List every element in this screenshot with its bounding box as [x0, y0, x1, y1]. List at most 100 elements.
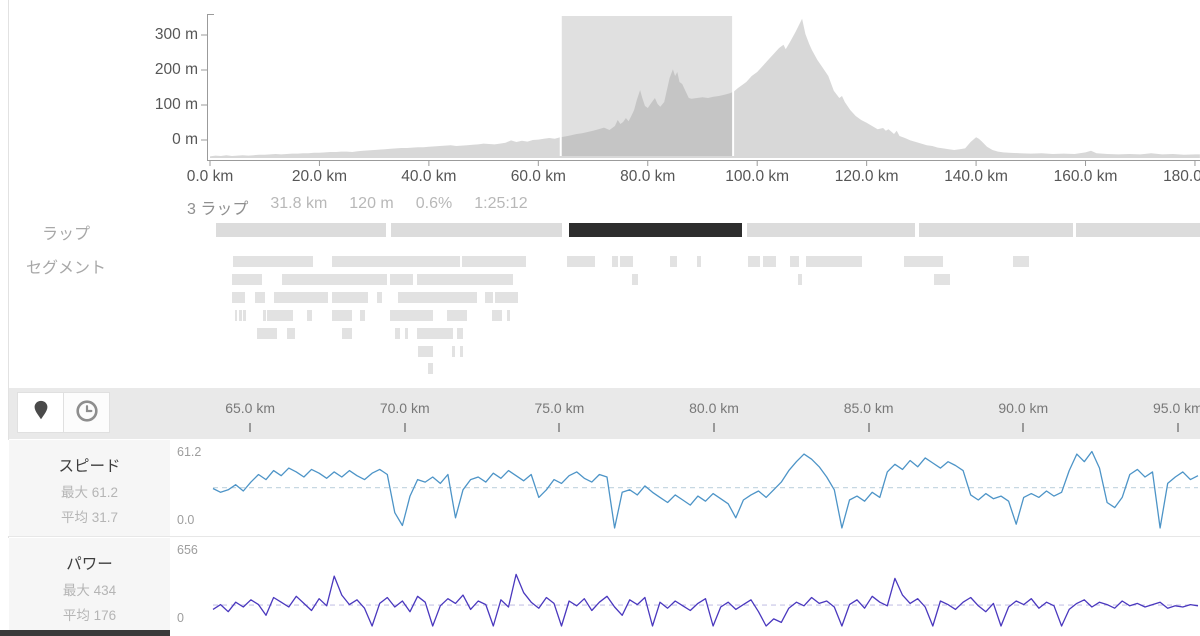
- segment-bar[interactable]: [670, 256, 677, 267]
- segment-bar[interactable]: [418, 346, 433, 357]
- segment-bar[interactable]: [332, 310, 352, 321]
- segment-bar[interactable]: [232, 292, 245, 303]
- segment-bar[interactable]: [390, 310, 433, 321]
- segment-bar[interactable]: [274, 292, 328, 303]
- segment-bar[interactable]: [632, 274, 638, 285]
- segment-bar[interactable]: [307, 310, 312, 321]
- segment-bar[interactable]: [417, 274, 513, 285]
- selection-region[interactable]: [560, 16, 734, 156]
- segment-bar[interactable]: [395, 328, 400, 339]
- segment-bar[interactable]: [447, 310, 467, 321]
- detail-x-tick: [1022, 423, 1025, 432]
- elevation-x-tick-label: 80.0 km: [620, 168, 676, 185]
- segment-bar[interactable]: [798, 274, 802, 285]
- panel-left-border: [8, 0, 9, 636]
- next-metric-row-edge: [0, 630, 170, 636]
- detail-x-tick-label: 75.0 km: [534, 400, 585, 416]
- speed-ymin-label: 0.0: [177, 513, 195, 527]
- detail-x-tick: [249, 423, 252, 432]
- segment-bar[interactable]: [232, 274, 262, 285]
- lap-segment-6[interactable]: [1076, 223, 1200, 237]
- segment-bar[interactable]: [360, 310, 365, 321]
- elevation-x-tick-label: 100.0 km: [725, 168, 790, 185]
- segment-bar[interactable]: [904, 256, 943, 267]
- segment-bar[interactable]: [462, 256, 520, 267]
- lap-grade: 0.6%: [415, 195, 453, 212]
- segment-bar[interactable]: [495, 292, 518, 303]
- segment-bar[interactable]: [520, 256, 526, 267]
- segment-bar[interactable]: [405, 328, 408, 339]
- segment-bar[interactable]: [287, 328, 295, 339]
- segment-bar[interactable]: [332, 292, 368, 303]
- detail-x-tick: [403, 423, 406, 432]
- elevation-x-tick-label: 60.0 km: [510, 168, 566, 185]
- detail-x-tick-label: 85.0 km: [843, 400, 894, 416]
- power-ymax-label: 656: [177, 543, 198, 557]
- segment-bar[interactable]: [342, 328, 352, 339]
- segment-bar[interactable]: [255, 292, 265, 303]
- segment-bar[interactable]: [697, 256, 701, 267]
- lap-segment-3-selected[interactable]: [569, 223, 742, 237]
- segment-bar[interactable]: [748, 256, 760, 267]
- segment-bar[interactable]: [233, 256, 313, 267]
- elevation-x-tick-label: 20.0 km: [291, 168, 347, 185]
- speed-chart[interactable]: [0, 440, 1200, 536]
- elevation-y-tick-label: 300 m: [154, 26, 198, 43]
- power-metric-row: パワー 最大 434 平均 176 656 0: [0, 538, 1200, 634]
- segment-bar[interactable]: [460, 346, 463, 357]
- metric-row-separator: [9, 536, 1200, 537]
- lap-segment-4[interactable]: [747, 223, 915, 237]
- segment-bar[interactable]: [934, 274, 950, 285]
- elevation-x-tick-label: 140.0 km: [944, 168, 1008, 185]
- detail-x-tick-label: 90.0 km: [998, 400, 1049, 416]
- power-title: パワー: [66, 556, 113, 573]
- segment-bar[interactable]: [485, 292, 493, 303]
- speed-line: [212, 450, 1199, 529]
- segment-bar[interactable]: [763, 256, 776, 267]
- segment-bar[interactable]: [398, 292, 477, 303]
- detail-x-tick-label: 70.0 km: [379, 400, 430, 416]
- speed-ymax-label: 61.2: [177, 445, 202, 459]
- detail-x-tick: [1176, 423, 1179, 432]
- time-mode-button[interactable]: [63, 392, 110, 433]
- speed-label-cell[interactable]: スピード 最大 61.2 平均 31.7: [9, 440, 170, 536]
- elevation-chart[interactable]: [0, 0, 1200, 175]
- power-chart[interactable]: [0, 538, 1200, 634]
- segment-bar[interactable]: [428, 363, 433, 374]
- elevation-y-tick-label: 200 m: [154, 61, 198, 78]
- detail-x-tick-label: 65.0 km: [225, 400, 276, 416]
- detail-x-tick: [867, 423, 870, 432]
- segment-bar[interactable]: [620, 256, 633, 267]
- segment-bar[interactable]: [332, 256, 460, 267]
- segment-bar[interactable]: [790, 256, 799, 267]
- segment-bar[interactable]: [457, 328, 463, 339]
- segments-row-label: セグメント: [25, 260, 106, 277]
- location-pin-icon: [30, 398, 52, 427]
- segment-bar[interactable]: [239, 310, 242, 321]
- laps-row-label: ラップ: [41, 226, 90, 243]
- segment-bar[interactable]: [567, 256, 595, 267]
- distance-mode-button[interactable]: [17, 392, 64, 433]
- segment-bar[interactable]: [377, 292, 382, 303]
- lap-segment-1[interactable]: [216, 223, 386, 237]
- segment-bar[interactable]: [417, 328, 453, 339]
- segment-bar[interactable]: [263, 310, 266, 321]
- segment-bar[interactable]: [1013, 256, 1029, 267]
- segment-bar[interactable]: [282, 274, 387, 285]
- detail-x-tick: [713, 423, 716, 432]
- segment-bar[interactable]: [267, 310, 293, 321]
- segment-bar[interactable]: [492, 310, 502, 321]
- segment-bar[interactable]: [452, 346, 455, 357]
- lap-distance: 31.8 km: [270, 195, 328, 212]
- segment-bar[interactable]: [235, 310, 237, 321]
- segment-bar[interactable]: [806, 256, 862, 267]
- segment-bar[interactable]: [390, 274, 413, 285]
- segment-bar[interactable]: [612, 256, 618, 267]
- segment-bar[interactable]: [257, 328, 277, 339]
- lap-time: 1:25:12: [474, 195, 528, 212]
- lap-segment-2[interactable]: [391, 223, 562, 237]
- power-label-cell[interactable]: パワー 最大 434 平均 176: [9, 538, 170, 634]
- lap-segment-5[interactable]: [919, 223, 1073, 237]
- segment-bar[interactable]: [507, 310, 510, 321]
- segment-bar[interactable]: [243, 310, 246, 321]
